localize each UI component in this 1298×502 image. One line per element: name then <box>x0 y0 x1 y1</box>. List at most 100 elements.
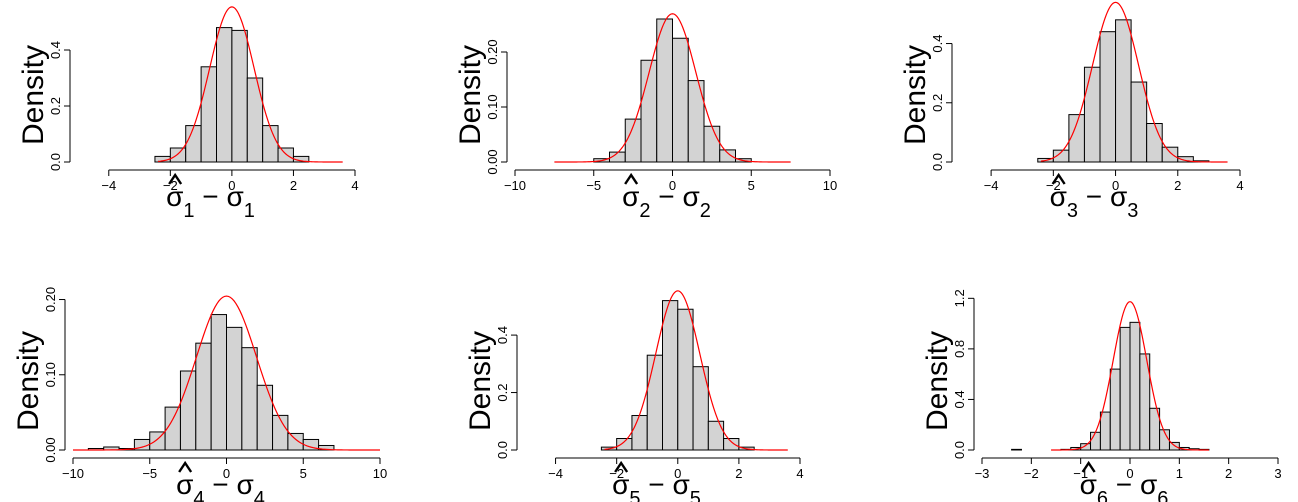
histogram-bar <box>185 125 202 163</box>
y-tick-label: 0.20 <box>43 287 58 312</box>
density-curve <box>1051 301 1209 451</box>
hat-accent <box>614 460 629 473</box>
histogram-bar <box>646 354 664 451</box>
y-tick-label: 0.8 <box>952 340 967 358</box>
x-tick-label: −4 <box>101 178 116 193</box>
histogram-bar <box>1090 431 1101 451</box>
y-tick-label: 0.2 <box>495 384 510 402</box>
histogram-bar <box>256 384 274 451</box>
histogram-bar <box>1115 19 1132 163</box>
y-axis-label: Density <box>899 45 932 145</box>
x-tick-label: −4 <box>548 466 563 481</box>
x-tick-label: −5 <box>142 466 157 481</box>
x-tick-label: 0 <box>669 178 676 193</box>
x-tick-label: 2 <box>1225 466 1232 481</box>
x-axis-label: σ2 − σ2 <box>622 181 711 222</box>
histogram-bar <box>226 326 243 451</box>
density-curve <box>157 6 343 163</box>
histogram-bar <box>1146 123 1163 163</box>
x-tick-label: 4 <box>351 178 358 193</box>
histogram-bar <box>1130 81 1148 163</box>
x-tick-label: −2 <box>163 178 178 193</box>
hat-accent <box>168 172 183 185</box>
y-tick-label: 0.0 <box>495 441 510 459</box>
x-tick-label: 10 <box>373 466 387 481</box>
histogram-bar <box>687 80 705 163</box>
x-tick-label: 3 <box>1274 466 1281 481</box>
x-axis-label: σ3 − σ3 <box>1050 181 1139 222</box>
panel-4: −10 −5 0 5 10 0.00 0.10 0.20 Density σ4 − σ4 <box>12 287 387 502</box>
hat-accent <box>1051 172 1066 185</box>
x-tick-label: 4 <box>1236 178 1243 193</box>
density-curve <box>554 13 791 163</box>
y-axis-label: Density <box>921 331 954 431</box>
histogram-bar <box>707 420 725 451</box>
histogram-bar <box>169 147 187 163</box>
x-tick-label: 4 <box>796 466 803 481</box>
x-axis-label: σ1 − σ1 <box>166 181 255 222</box>
hat-accent <box>624 172 639 185</box>
histogram-bar <box>723 438 740 451</box>
x-tick-label: −2 <box>1046 178 1061 193</box>
x-axis-label: σ6 − σ6 <box>1080 469 1169 502</box>
histogram-bar <box>241 347 258 451</box>
y-axis-label: Density <box>464 331 497 431</box>
histogram-bar <box>262 125 279 163</box>
y-tick-label: 1.2 <box>952 289 967 307</box>
y-tick-label: 0.4 <box>48 41 63 59</box>
density-curve <box>73 295 380 451</box>
histogram-bar <box>231 29 248 163</box>
hat-accent <box>178 460 193 473</box>
x-tick-label: −3 <box>975 466 990 481</box>
histogram-bar <box>719 149 736 163</box>
histogram-bar <box>1109 368 1121 451</box>
x-tick-label: 0 <box>1126 466 1133 481</box>
x-tick-label: −5 <box>586 178 601 193</box>
x-tick-label: 0 <box>1112 178 1119 193</box>
histogram-bar <box>1083 66 1101 163</box>
histogram-bar <box>1119 326 1131 451</box>
y-tick-label: 0.2 <box>930 94 945 112</box>
histogram-bar <box>1177 156 1194 163</box>
density-curve <box>604 290 788 451</box>
histogram-bar <box>277 147 294 163</box>
histogram-bar <box>631 415 648 451</box>
x-tick-label: 0 <box>674 466 681 481</box>
y-tick-label: 0.20 <box>485 39 500 64</box>
x-axis-label: σ5 − σ5 <box>612 469 701 502</box>
y-axis-label: Density <box>454 45 487 145</box>
y-tick-label: 0.4 <box>952 390 967 408</box>
x-tick-label: −2 <box>1024 466 1039 481</box>
histogram-bar <box>210 314 227 451</box>
hat-accent <box>1081 460 1096 473</box>
x-tick-label: 2 <box>290 178 297 193</box>
histogram-bar <box>692 366 709 451</box>
histogram-bar <box>616 438 633 451</box>
histogram-bar <box>1139 353 1151 451</box>
y-tick-label: 0.00 <box>43 437 58 462</box>
histogram-bar <box>195 342 212 451</box>
x-tick-label: 2 <box>735 466 742 481</box>
x-tick-label: 0 <box>223 466 230 481</box>
histogram-bar <box>1129 321 1141 451</box>
histogram-bar <box>656 18 673 163</box>
x-axis-label: σ4 − σ4 <box>176 469 265 502</box>
histogram-bar <box>1011 448 1022 451</box>
histogram-bar <box>246 77 264 163</box>
y-tick-label: 0.00 <box>485 149 500 174</box>
y-tick-label: 0.4 <box>495 326 510 344</box>
histogram-bar <box>662 300 679 451</box>
histogram-bar <box>703 125 721 163</box>
x-tick-label: 5 <box>748 178 755 193</box>
x-tick-label: 1 <box>1176 466 1183 481</box>
histogram-bar <box>272 414 289 451</box>
histogram-bar <box>200 66 218 163</box>
histogram-bar <box>677 308 694 451</box>
y-tick-label: 0.0 <box>952 441 967 459</box>
histogram-bar <box>287 432 304 451</box>
